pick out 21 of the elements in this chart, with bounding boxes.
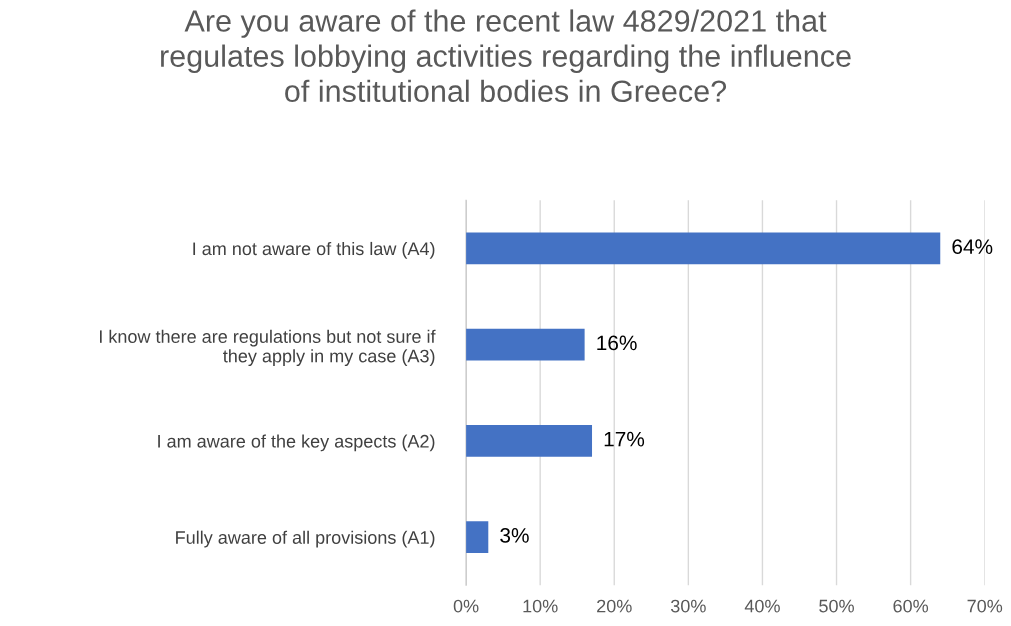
y-tick-label: Fully aware of all provisions (A1) bbox=[176, 530, 435, 548]
bar bbox=[466, 425, 593, 457]
x-tick-label: 60% bbox=[893, 599, 929, 613]
bar bbox=[466, 328, 585, 361]
y-tick-label: I am not aware of this law (A4) bbox=[193, 241, 435, 259]
x-tick-label: 30% bbox=[670, 599, 706, 613]
data-label: 17% bbox=[604, 431, 645, 447]
x-tick-label: 50% bbox=[819, 599, 854, 613]
x-tick-label: 20% bbox=[597, 599, 632, 613]
x-tick-label: 70% bbox=[967, 599, 1003, 613]
x-tick-label: 0% bbox=[453, 599, 479, 613]
y-tick-label: I know there are regulations but not sure if they apply in my case (A3) bbox=[99, 329, 436, 367]
data-label: 16% bbox=[597, 335, 637, 351]
y-tick-label: I am aware of the key aspects (A2) bbox=[158, 434, 435, 452]
bar bbox=[466, 232, 941, 265]
chart-title: Are you aware of the recent law 4829/2021 that regulates lobbying activities regarding the influence of institutional bodies in Greece? bbox=[161, 9, 851, 103]
x-tick-label: 40% bbox=[744, 599, 780, 613]
data-label: 64% bbox=[952, 239, 993, 255]
data-label: 3% bbox=[500, 528, 529, 543]
x-tick-label: 10% bbox=[523, 599, 558, 613]
bar bbox=[466, 521, 489, 554]
